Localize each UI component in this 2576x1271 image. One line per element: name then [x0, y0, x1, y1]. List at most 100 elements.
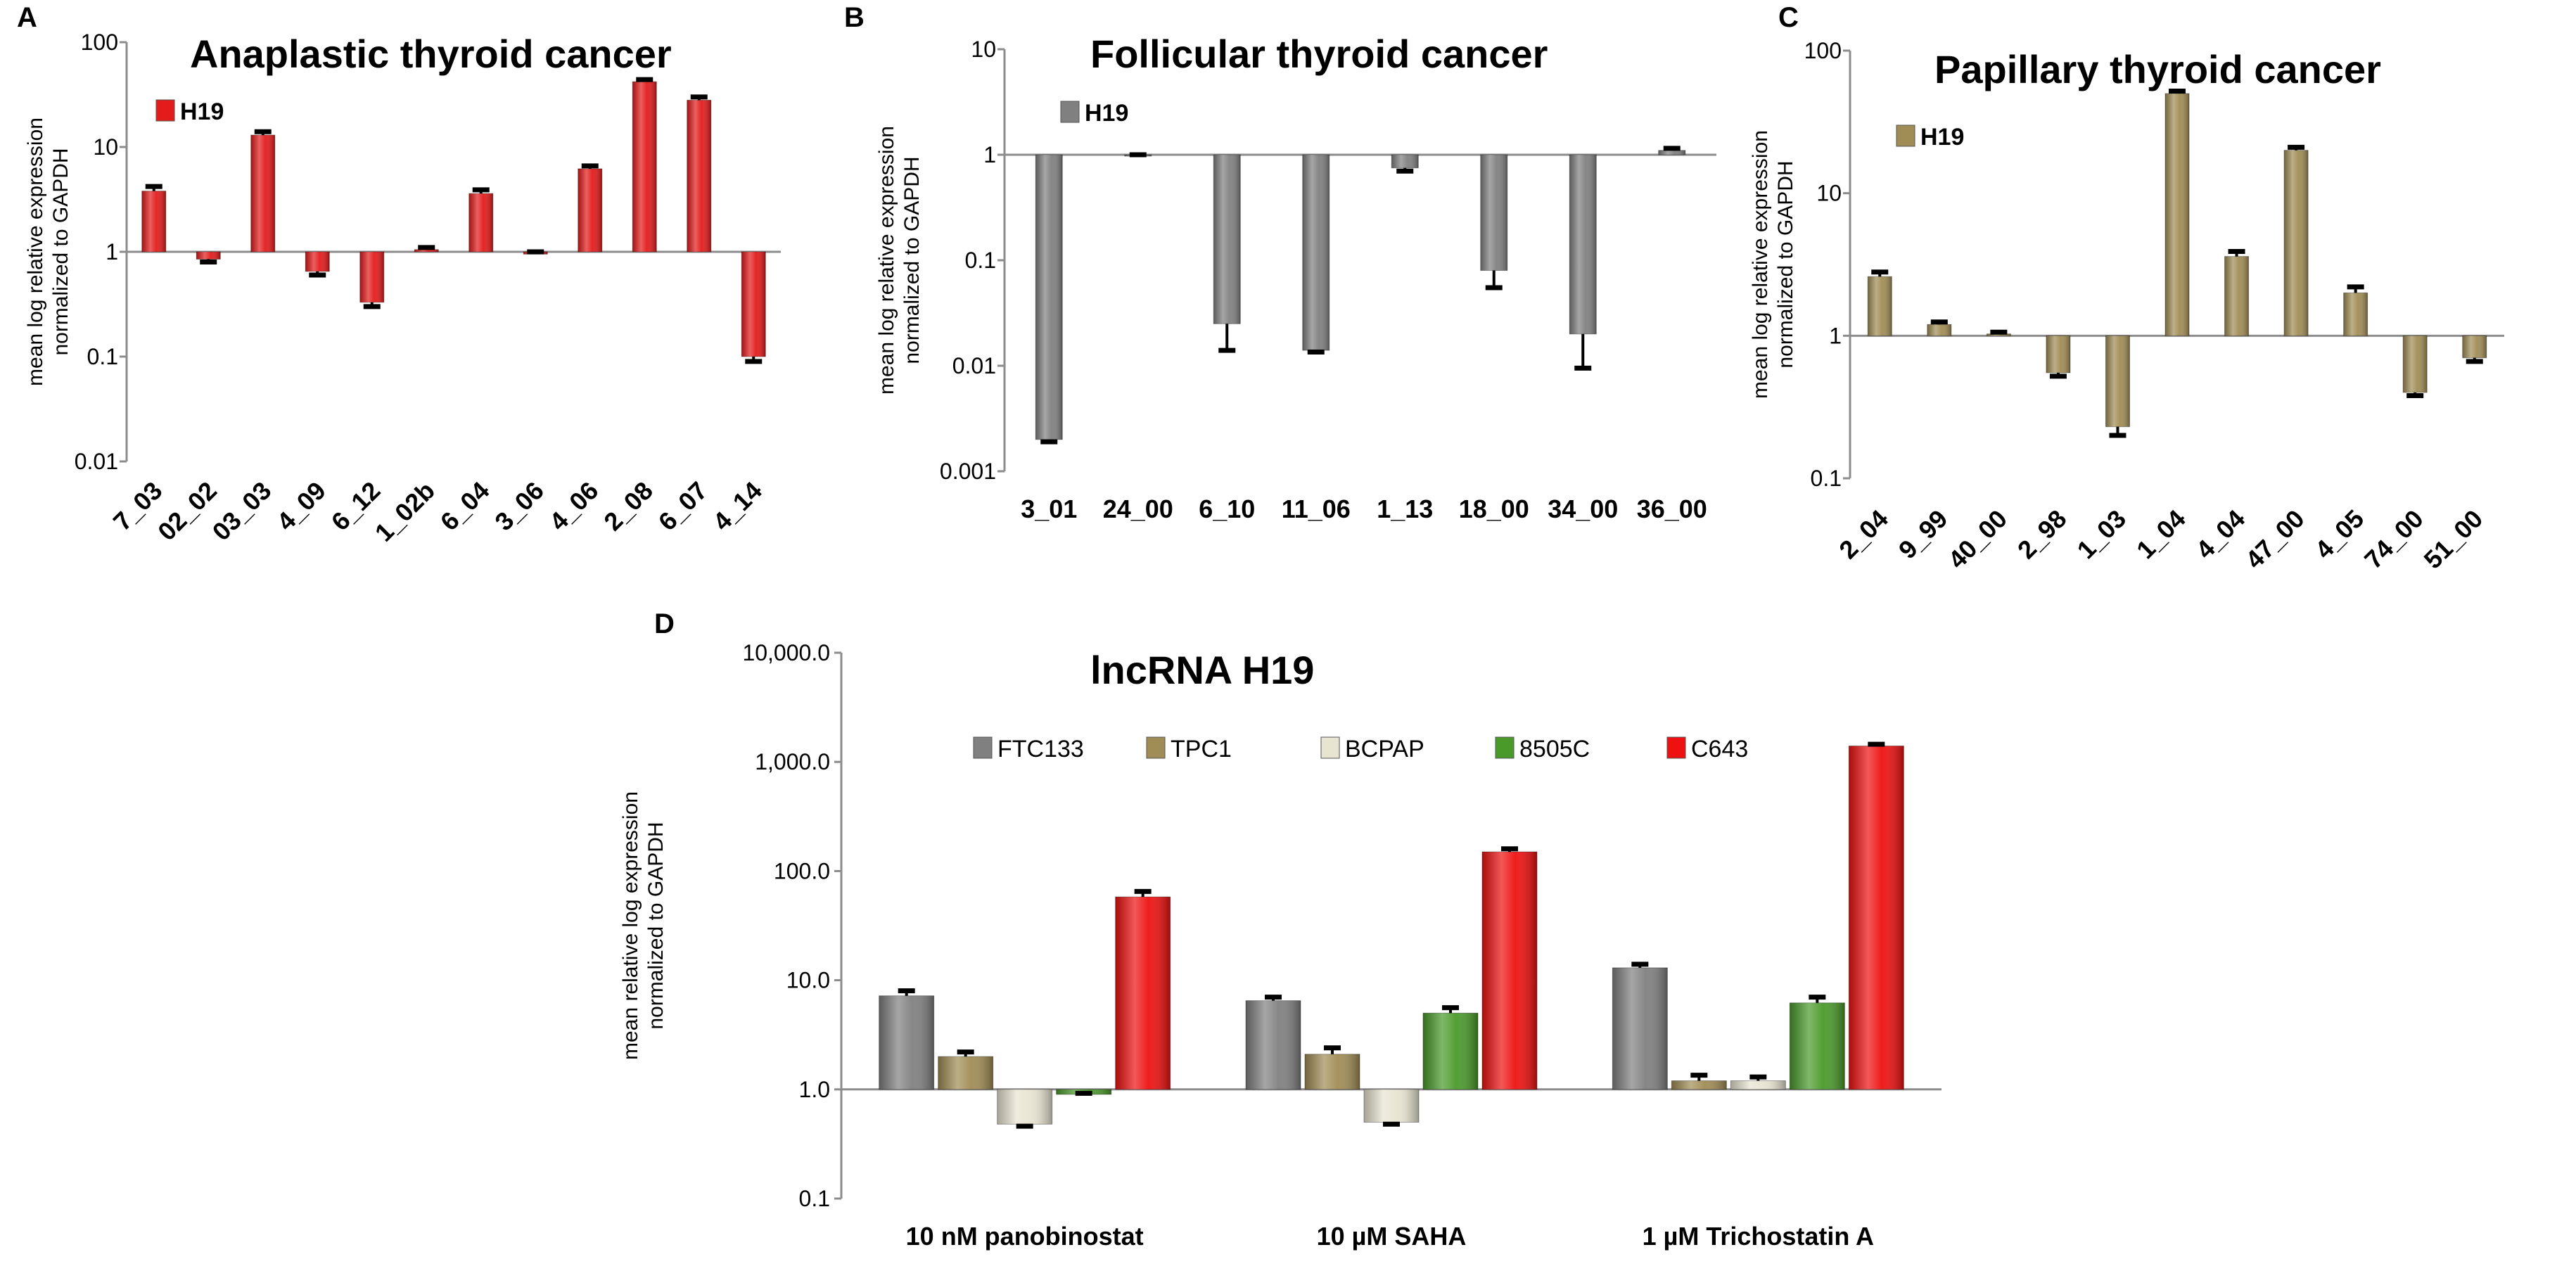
legend-label: 8505C [1519, 736, 1590, 762]
panel-a: A Anaplastic thyroid cancer mean log relat… [17, 2, 781, 547]
x-tick-label: 4_14 [707, 476, 767, 537]
x-tick-label: 1_04 [2131, 504, 2191, 565]
bar-shading [1612, 967, 1668, 1090]
x-tick-label: 2_08 [598, 476, 658, 537]
x-tick-label: 03_03 [207, 476, 277, 547]
bar-shading [1423, 1013, 1478, 1090]
bar-shading [1302, 155, 1330, 351]
legend-swatch [1146, 736, 1166, 759]
bar-shading [1035, 155, 1063, 440]
bar-shading [632, 82, 657, 252]
legend-swatch [1896, 124, 1915, 147]
x-tick-label: 02_02 [152, 476, 222, 547]
bar-shading [578, 168, 602, 252]
x-tick-label: 36_00 [1637, 494, 1707, 523]
x-tick-label: 1_02b [369, 476, 440, 547]
panel-label: A [17, 2, 37, 33]
y-tick-label: 0.1 [87, 344, 118, 369]
bar-shading [468, 193, 493, 252]
x-tick-label: 4_09 [271, 476, 331, 537]
bar-shading [1246, 1000, 1301, 1090]
x-tick-label: 47_00 [2240, 504, 2310, 575]
x-tick-label: 6_04 [435, 476, 495, 537]
x-tick-label: 10 nM panobinostat [906, 1222, 1144, 1251]
legend-swatch [1666, 736, 1686, 759]
legend-swatch [1495, 736, 1515, 759]
x-tick-label: 6_10 [1199, 494, 1255, 523]
y-tick-label: 1 [983, 142, 996, 167]
bar-shading [741, 252, 766, 357]
y-tick-label: 10 [93, 134, 118, 160]
bar-shading [1569, 155, 1597, 334]
bar-shading [359, 252, 384, 302]
y-tick-label: 10 [971, 37, 996, 62]
bar-shading [250, 135, 275, 252]
bar-shading [1391, 155, 1419, 168]
legend-label: FTC133 [997, 736, 1084, 762]
bar-shading [879, 995, 934, 1090]
bar-shading [1671, 1080, 1727, 1090]
bar-shading [1987, 333, 2011, 336]
panel-c: C Papillary thyroid cancer mean log relati… [1749, 2, 2504, 574]
bar-shading [997, 1089, 1052, 1125]
x-tick-label: 40_00 [1942, 504, 2013, 575]
x-tick-label: 74_00 [2359, 504, 2429, 575]
y-tick-label: 10 [1816, 181, 1842, 206]
y-axis-label: mean log relative expression [24, 117, 47, 386]
bar-shading [2224, 256, 2249, 336]
legend-label: BCPAP [1345, 736, 1424, 762]
panel-label: B [844, 2, 865, 33]
bar-shading [2343, 293, 2368, 336]
y-tick-label: 0.1 [1811, 466, 1842, 491]
y-tick-label: 1.0 [799, 1077, 830, 1102]
bar-shading [1213, 155, 1241, 324]
y-tick-label: 0.1 [799, 1186, 830, 1211]
bar-shading [2403, 336, 2428, 392]
panel-label: D [654, 608, 675, 639]
bar-shading [1730, 1080, 1786, 1090]
x-tick-label: 6_07 [653, 476, 713, 537]
y-axis-label: normalized to GAPDH [900, 156, 924, 364]
chart-title: Anaplastic thyroid cancer [190, 32, 672, 76]
legend-swatch [155, 99, 175, 122]
bar-shading [1480, 155, 1507, 271]
bar-shading [687, 100, 711, 252]
y-tick-label: 100 [1804, 38, 1842, 63]
y-tick-label: 10,000.0 [742, 640, 830, 665]
bar-shading [1482, 852, 1537, 1090]
y-tick-label: 100 [81, 30, 118, 55]
chart-title: Papillary thyroid cancer [1934, 47, 2381, 91]
y-tick-label: 0.001 [940, 459, 996, 484]
y-axis-label: normalized to GAPDH [1774, 160, 1797, 368]
x-tick-label: 18_00 [1459, 494, 1529, 523]
y-tick-label: 100.0 [774, 858, 830, 883]
y-tick-label: 0.1 [965, 248, 996, 273]
bar-shading [1115, 897, 1171, 1090]
y-axis-label: normalized to GAPDH [644, 822, 668, 1029]
bar-shading [1364, 1089, 1419, 1123]
bar-shading [414, 249, 439, 252]
panel-label: C [1778, 2, 1799, 33]
bar-shading [1790, 1002, 1845, 1090]
legend-swatch [1320, 736, 1340, 759]
y-tick-label: 10.0 [786, 968, 830, 993]
bar-shading [1927, 324, 1951, 336]
x-tick-label: 10 µM SAHA [1317, 1222, 1467, 1251]
x-tick-label: 24_00 [1103, 494, 1173, 523]
x-tick-label: 2_98 [2012, 504, 2072, 565]
bar-shading [1305, 1054, 1360, 1090]
y-axis-label: mean log relative expression [1749, 130, 1772, 399]
chart-title: lncRNA H19 [1090, 648, 1314, 692]
y-tick-label: 1 [1829, 323, 1842, 348]
legend-label: TPC1 [1171, 736, 1232, 762]
x-tick-label: 4_06 [544, 476, 604, 537]
legend-swatch [1060, 101, 1080, 123]
bar-shading [2105, 336, 2130, 427]
y-tick-label: 1,000.0 [755, 749, 830, 774]
legend-label: H19 [180, 98, 224, 125]
legend-swatch [973, 736, 993, 759]
x-tick-label: 51_00 [2418, 504, 2489, 575]
x-tick-label: 2_04 [1833, 504, 1894, 565]
x-tick-label: 1_13 [1377, 494, 1433, 523]
